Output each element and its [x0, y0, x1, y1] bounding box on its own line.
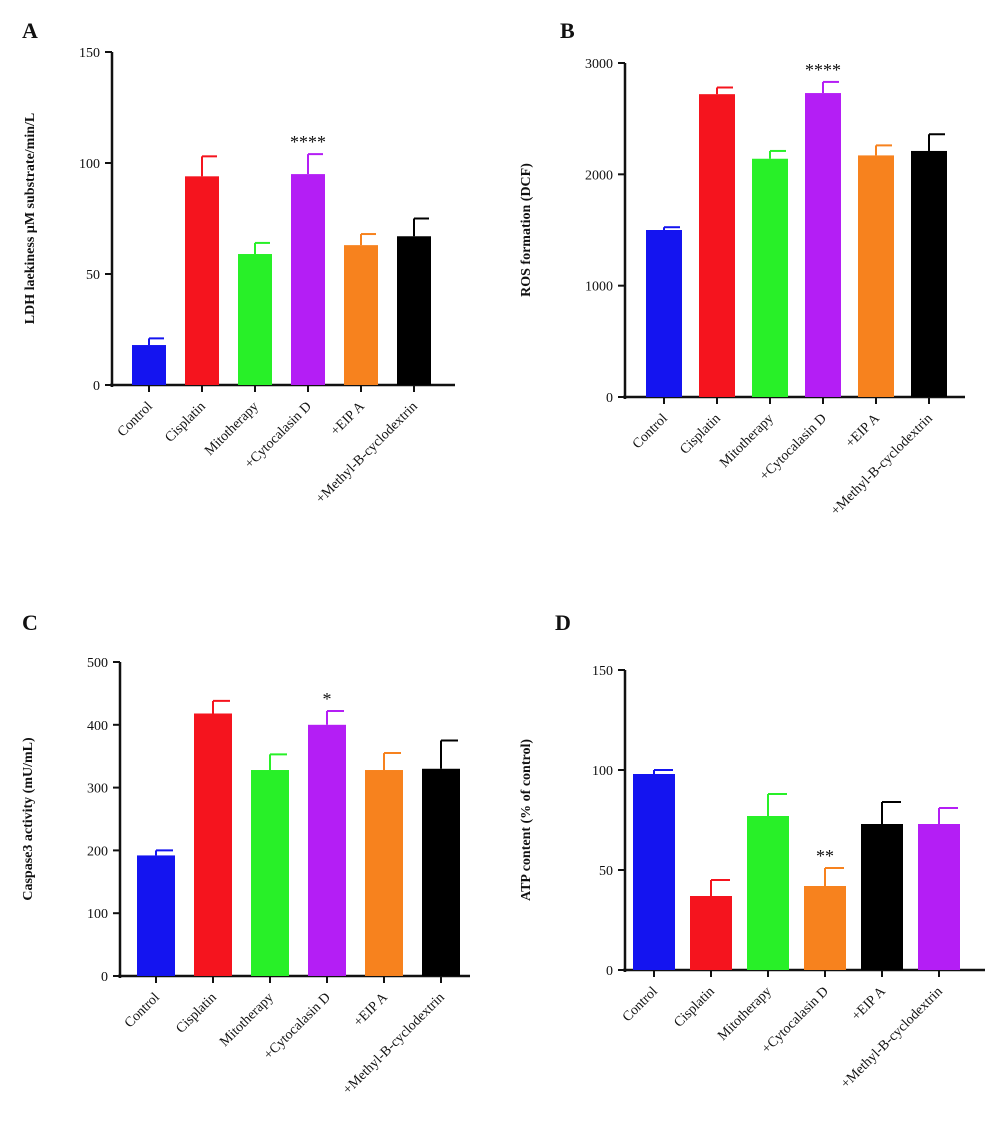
x-category-label: Mitotherapy	[217, 990, 277, 1050]
y-tick-label: 300	[87, 782, 108, 797]
bar-control	[132, 345, 166, 385]
x-category-label: +Methyl-B-cyclodextrin	[828, 411, 935, 518]
significance-marker: *	[323, 689, 332, 709]
y-tick-label: 400	[87, 719, 108, 734]
bar-mitotherapy	[238, 254, 272, 385]
bar-control	[633, 774, 675, 970]
panel-letter-c: C	[22, 610, 38, 635]
x-category-label: Cisplatin	[162, 399, 208, 445]
bar-methyl-b-cyclodextrin	[397, 236, 431, 385]
y-axis-title: Caspase3 activity (mU/mL)	[21, 737, 36, 901]
bar-control	[646, 230, 682, 397]
bar-cytocalasin-d	[308, 724, 346, 976]
x-category-label: +Methyl-B-cyclodextrin	[838, 984, 945, 1091]
y-tick-label: 100	[79, 157, 100, 172]
x-category-label: Control	[620, 984, 661, 1025]
x-category-label: +EIP A	[351, 990, 391, 1030]
y-tick-label: 50	[599, 864, 613, 879]
y-tick-label: 0	[606, 391, 613, 406]
bar-mitotherapy	[752, 158, 788, 397]
y-axis-title: LDH laekiness µM substrate/min/L	[23, 113, 38, 324]
bar-eip-a	[344, 245, 378, 385]
x-category-label: Control	[630, 411, 671, 452]
y-tick-label: 100	[592, 764, 613, 779]
bar-eip-a	[365, 770, 403, 976]
significance-marker: ****	[290, 132, 326, 152]
bar-methyl-b-cyclodextrin	[422, 768, 460, 976]
x-category-label: Control	[122, 990, 163, 1031]
bar-cisplatin	[185, 176, 219, 385]
bar-cisplatin	[699, 94, 735, 397]
y-tick-label: 150	[79, 46, 100, 61]
bar-control	[137, 855, 175, 976]
bar-eip-a	[858, 155, 894, 397]
y-tick-label: 200	[87, 844, 108, 859]
y-tick-label: 500	[87, 656, 108, 671]
y-axis-title: ROS formation (DCF)	[519, 163, 534, 297]
bar-cytocalasin-d	[291, 174, 325, 385]
y-tick-label: 0	[101, 970, 108, 985]
panel-letter-b: B	[560, 18, 575, 43]
x-category-label: Cisplatin	[173, 990, 219, 1036]
x-category-label: +EIP A	[843, 411, 883, 451]
chart-atp-content: 0 50 100 150 ATP content (% of control) Contr…	[519, 664, 985, 1092]
bar-cytocalasin-d	[805, 93, 841, 397]
y-tick-label: 100	[87, 907, 108, 922]
y-tick-label: 3000	[585, 57, 613, 72]
x-category-label: +Methyl-B-cyclodextrin	[340, 990, 447, 1097]
bar-mitotherapy	[747, 816, 789, 970]
y-tick-label: 50	[86, 268, 100, 283]
bar-cytocalasin-d	[804, 886, 846, 970]
bar-mitotherapy	[251, 770, 289, 976]
y-tick-label: 2000	[585, 168, 613, 183]
chart-ros-formation: 0 1000 2000 3000 ROS formation (DCF) Control C…	[519, 57, 965, 519]
x-category-label: Mitotherapy	[715, 984, 775, 1044]
y-tick-label: 0	[606, 964, 613, 979]
chart-ldh-leakage: 0 50 100 150 LDH laekiness µM substrate/min/…	[23, 46, 455, 507]
x-category-label: Cisplatin	[677, 411, 723, 457]
panel-letter-d: D	[555, 610, 571, 635]
x-category-label: +EIP A	[328, 399, 368, 439]
y-axis-title: ATP content (% of control)	[519, 739, 534, 901]
bar-cisplatin	[690, 896, 732, 970]
bar-cisplatin	[194, 713, 232, 976]
bar-eip-a	[861, 824, 903, 970]
bar-methyl-b-cyclodextrin	[918, 824, 960, 970]
significance-marker: **	[816, 846, 834, 866]
x-category-label: Cisplatin	[671, 984, 717, 1030]
y-tick-label: 150	[592, 664, 613, 679]
x-category-label: +Methyl-B-cyclodextrin	[313, 399, 420, 506]
panel-letter-a: A	[22, 18, 38, 43]
chart-caspase3-activity: 0 100 200 300 400 500 Caspase3 activity (mU/mL…	[21, 656, 470, 1098]
y-tick-label: 1000	[585, 280, 613, 295]
y-tick-label: 0	[93, 379, 100, 394]
x-category-label: Control	[115, 399, 156, 440]
significance-marker: ****	[805, 60, 841, 80]
bar-methyl-b-cyclodextrin	[911, 150, 947, 397]
x-category-label: +EIP A	[849, 984, 889, 1024]
